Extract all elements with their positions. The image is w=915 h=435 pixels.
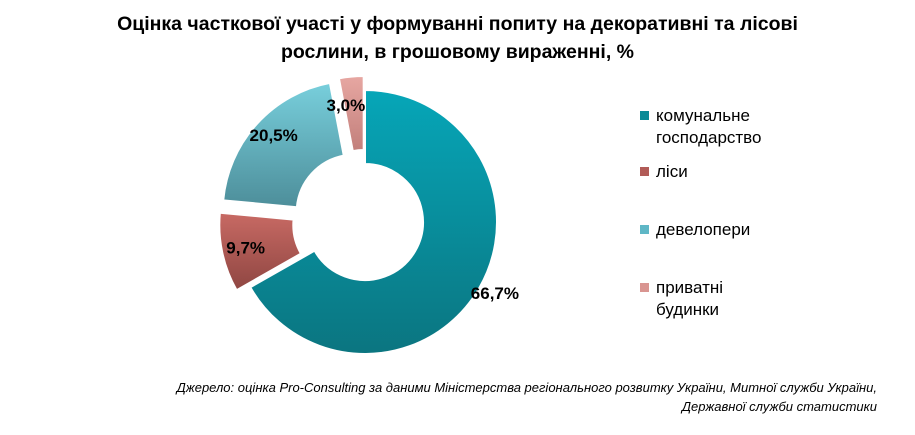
source-note-line-1: Джерело: оцінка Pro-Consulting за даними… (176, 380, 877, 395)
legend-label-municipal-1: комунальне (656, 106, 750, 125)
legend-item-municipal: комунальне господарство (640, 105, 880, 149)
data-label-municipal: 66,7% (471, 284, 519, 303)
legend-label-developers: девелопери (656, 220, 751, 239)
source-note: Джерело: оцінка Pro-Consulting за даними… (57, 378, 877, 416)
legend-item-private-houses: приватні будинки (640, 277, 880, 321)
slice-developers (222, 81, 345, 209)
legend-swatch-forests (640, 167, 649, 176)
slice-forests (218, 211, 303, 292)
data-label-private-houses: 3,0% (327, 96, 366, 115)
legend-swatch-municipal (640, 111, 649, 120)
chart-title-line-2: рослини, в грошовому вираженні, % (280, 41, 634, 63)
legend-item-forests: ліси (640, 161, 880, 183)
legend-label-private-houses-2: будинки (656, 300, 720, 319)
legend-swatch-private-houses (640, 283, 649, 292)
data-label-forests: 9,7% (226, 238, 265, 257)
chart-title-line-1: Оцінка часткової участі у формуванні поп… (117, 13, 798, 35)
data-label-developers: 20,5% (250, 126, 298, 145)
chart-legend: комунальне господарство ліси девелопери … (640, 105, 880, 321)
legend-swatch-developers (640, 225, 649, 234)
chart-title: Оцінка часткової участі у формуванні поп… (20, 10, 895, 66)
legend-label-forests: ліси (656, 162, 688, 181)
source-note-line-2: Державної служби статистики (681, 399, 877, 414)
legend-item-developers: девелопери (640, 219, 880, 241)
slice-municipal (248, 88, 498, 355)
legend-label-private-houses-1: приватні (656, 278, 724, 297)
slice-private-houses (337, 75, 365, 153)
legend-label-municipal-2: господарство (656, 128, 762, 147)
